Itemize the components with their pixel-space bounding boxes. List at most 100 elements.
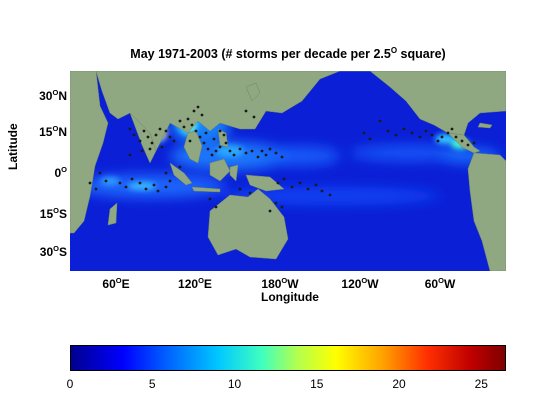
storm-point: [142, 129, 146, 133]
storm-point: [130, 177, 134, 181]
storm-point: [282, 177, 286, 181]
storm-point: [160, 145, 164, 149]
title-degree-sup: O: [390, 46, 398, 55]
storm-point: [104, 179, 108, 183]
storm-point: [152, 183, 156, 187]
storm-point: [118, 181, 122, 185]
storm-point: [466, 143, 470, 147]
storm-point: [280, 155, 284, 159]
storm-point: [206, 147, 210, 151]
x-axis-title: Longitude: [261, 290, 319, 304]
storm-point: [198, 135, 202, 139]
lat-tick-30n: 30ON: [39, 88, 67, 103]
storm-point: [172, 139, 176, 143]
storm-point: [94, 187, 98, 191]
colorbar-tick-label: 10: [227, 377, 242, 391]
land-masses: [69, 70, 507, 272]
borneo: [209, 158, 231, 182]
madagascar: [107, 202, 118, 226]
colorbar-tick-label: 0: [66, 377, 74, 391]
storm-point: [260, 149, 264, 153]
storm-point: [196, 105, 200, 109]
colorbar: [70, 345, 506, 371]
sumatra: [169, 162, 193, 186]
storm-point: [164, 185, 168, 189]
y-axis-title: Latitude: [6, 123, 20, 170]
storm-point: [446, 131, 450, 135]
storm-point: [132, 133, 136, 137]
storm-point: [138, 181, 142, 185]
storm-point: [218, 145, 222, 149]
lon-tick-120w: 120OW: [341, 276, 379, 291]
storm-point: [298, 181, 302, 185]
sulawesi: [229, 164, 239, 182]
storm-point: [402, 127, 406, 131]
colorbar-tick-label: 5: [148, 377, 156, 391]
storm-point: [218, 129, 222, 133]
storm-point: [200, 113, 204, 117]
storm-point: [410, 131, 414, 135]
storm-point: [190, 123, 194, 127]
storm-density-map: [69, 70, 507, 272]
lon-tick-60e: 60OE: [102, 276, 130, 291]
storm-point: [144, 187, 148, 191]
storm-point: [378, 119, 382, 123]
storm-point: [424, 129, 428, 133]
storm-point: [430, 133, 434, 137]
storm-point: [274, 151, 278, 155]
storm-point: [158, 127, 162, 131]
storm-point: [164, 171, 168, 175]
storm-point: [146, 135, 150, 139]
south-america: [467, 152, 507, 272]
lat-tick-30s: 30OS: [39, 244, 67, 259]
storm-point: [274, 201, 278, 205]
storm-point: [168, 179, 172, 183]
storm-point: [186, 117, 190, 121]
storm-point: [224, 141, 228, 145]
storm-point: [208, 197, 212, 201]
storm-point: [268, 209, 272, 213]
storm-point: [454, 135, 458, 139]
storm-point: [280, 205, 284, 209]
lat-tick-15s: 15OS: [39, 206, 67, 221]
colorbar-tick-label: 25: [474, 377, 488, 391]
storm-point: [250, 149, 254, 153]
storm-point: [168, 135, 172, 139]
title-main: May 1971-2003 (# storms per decade per 2…: [130, 47, 391, 62]
japan: [245, 82, 261, 102]
storm-point: [436, 139, 440, 143]
storm-point: [244, 151, 248, 155]
storm-point: [124, 185, 128, 189]
storm-point: [264, 153, 268, 157]
storm-point: [232, 153, 236, 157]
storm-point: [472, 141, 476, 145]
storm-point: [368, 137, 372, 141]
storm-point: [238, 147, 242, 151]
storm-point: [320, 189, 324, 193]
storm-point: [150, 141, 154, 145]
colorbar-tick-label: 15: [310, 377, 324, 391]
storm-point: [194, 129, 198, 133]
storm-point: [394, 133, 398, 137]
australia: [207, 188, 289, 260]
storm-point: [228, 149, 232, 153]
storm-point: [138, 139, 142, 143]
storm-point: [210, 153, 214, 157]
storm-point: [276, 181, 280, 185]
storm-point: [214, 149, 218, 153]
storm-point: [128, 127, 132, 131]
storm-point: [140, 149, 144, 153]
storm-point: [154, 133, 158, 137]
storm-point: [386, 129, 390, 133]
storm-point: [306, 187, 310, 191]
lat-tick-15n: 15ON: [39, 124, 67, 139]
storm-point: [460, 139, 464, 143]
lon-tick-60w: 60OW: [424, 276, 456, 291]
storm-point: [202, 141, 206, 145]
java: [191, 186, 221, 193]
storm-point: [450, 127, 454, 131]
storm-point: [222, 133, 226, 137]
storm-point: [178, 119, 182, 123]
map-svg: [69, 70, 507, 272]
storm-point: [256, 155, 260, 159]
